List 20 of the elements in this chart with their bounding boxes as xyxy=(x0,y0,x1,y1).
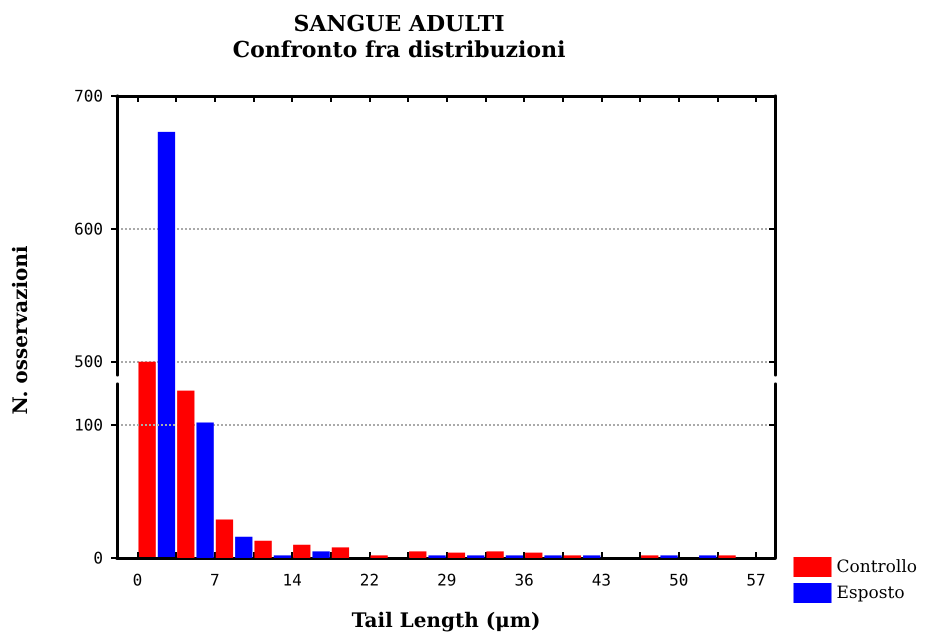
y-tick-label: 700 xyxy=(74,86,103,106)
y-tick-label: 600 xyxy=(74,219,103,238)
x-tick-label: 7 xyxy=(210,570,220,590)
legend-label: Controllo xyxy=(836,557,918,577)
x-tick-label: 29 xyxy=(437,570,456,590)
x-tick-label: 57 xyxy=(746,570,766,590)
x-tick-label: 22 xyxy=(360,570,380,590)
x-axis-title: Tail Length (μm) xyxy=(352,608,540,632)
x-tick-label: 50 xyxy=(669,570,688,590)
y-tick-label: 500 xyxy=(74,352,103,372)
x-tick-label: 36 xyxy=(514,570,534,590)
x-tick-label: 14 xyxy=(282,570,302,590)
chart-title: SANGUE ADULTI xyxy=(293,11,505,37)
legend-label: Esposto xyxy=(836,583,905,603)
y-tick-label: 0 xyxy=(93,548,103,568)
y-axis-title: N. osservazioni xyxy=(8,245,32,415)
x-tick-label: 43 xyxy=(592,570,612,590)
x-tick-label: 0 xyxy=(132,570,142,590)
y-tick-label: 100 xyxy=(74,416,103,435)
chart-subtitle: Confronto fra distribuzioni xyxy=(232,37,566,63)
